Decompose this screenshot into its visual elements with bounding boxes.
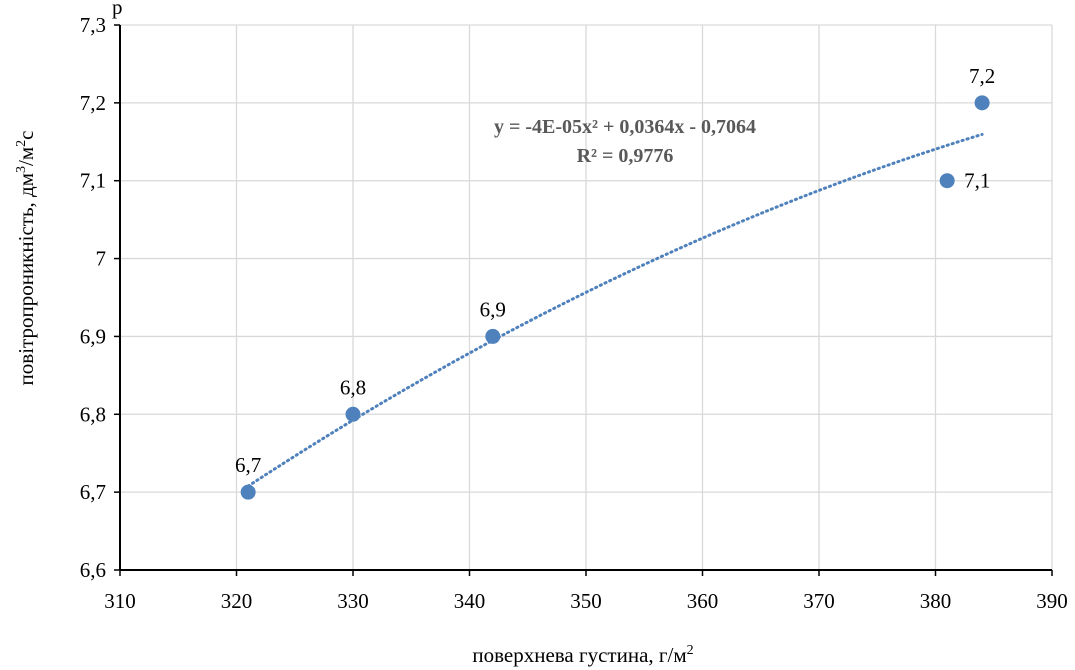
data-label: 6,7 (235, 453, 261, 477)
y-axis-title-sup-2: 2 (14, 140, 29, 147)
x-tick-label: 340 (454, 589, 486, 613)
data-point (939, 173, 955, 189)
data-point (345, 406, 361, 422)
data-label: 7,1 (964, 169, 990, 193)
x-tick-label: 370 (803, 589, 835, 613)
y-axis-title-sup-1: 3 (14, 166, 29, 173)
axes (114, 24, 1053, 576)
y-tick-label: 7 (96, 247, 107, 271)
y-tick-labels: 6,6 6,7 6,8 6,9 7 7,1 7,2 7,3 (80, 13, 106, 582)
data-point (240, 484, 256, 500)
y-axis-title-part-2: /м (14, 147, 38, 166)
x-tick-label: 380 (920, 589, 952, 613)
partial-top-text: р (112, 0, 123, 19)
data-points (240, 95, 990, 500)
y-tick-label: 6,8 (80, 402, 106, 426)
y-axis-title-part-3: с (14, 131, 38, 140)
grid (120, 24, 1053, 570)
y-tick-label: 6,7 (80, 480, 106, 504)
trendline-r-squared: R² = 0,9776 (577, 145, 674, 167)
data-point (485, 328, 501, 344)
x-axis-title: поверхнева густина, г/м2 (472, 643, 693, 667)
x-axis-title-main: поверхнева густина, г/м (472, 643, 686, 667)
y-tick-label: 6,9 (80, 324, 106, 348)
data-label: 6,8 (340, 375, 366, 399)
x-tick-label: 350 (570, 589, 602, 613)
trendline (246, 132, 984, 488)
y-axis-title-part-1: повітропроникність, дм (14, 173, 38, 385)
x-tick-label: 310 (104, 589, 136, 613)
x-tick-label: 330 (337, 589, 369, 613)
y-axis-title: повітропроникність, дм3/м2с (14, 131, 38, 386)
x-tick-label: 360 (687, 589, 719, 613)
data-labels: 6,7 6,8 6,9 7,1 7,2 (235, 64, 995, 477)
x-tick-labels: 310 320 330 340 350 360 370 380 390 (104, 589, 1068, 613)
y-tick-label: 7,1 (80, 169, 106, 193)
data-point (974, 95, 990, 111)
y-tick-label: 7,3 (80, 13, 106, 37)
x-tick-label: 390 (1036, 589, 1068, 613)
data-label: 6,9 (480, 297, 506, 321)
data-label: 7,2 (969, 64, 995, 88)
x-tick-label: 320 (221, 589, 253, 613)
trendline-equation: y = -4E-05x² + 0,0364x - 0,7064 (494, 116, 756, 138)
y-tick-label: 6,6 (80, 558, 106, 582)
y-tick-label: 7,2 (80, 91, 106, 115)
x-axis-title-sup: 2 (687, 643, 694, 658)
